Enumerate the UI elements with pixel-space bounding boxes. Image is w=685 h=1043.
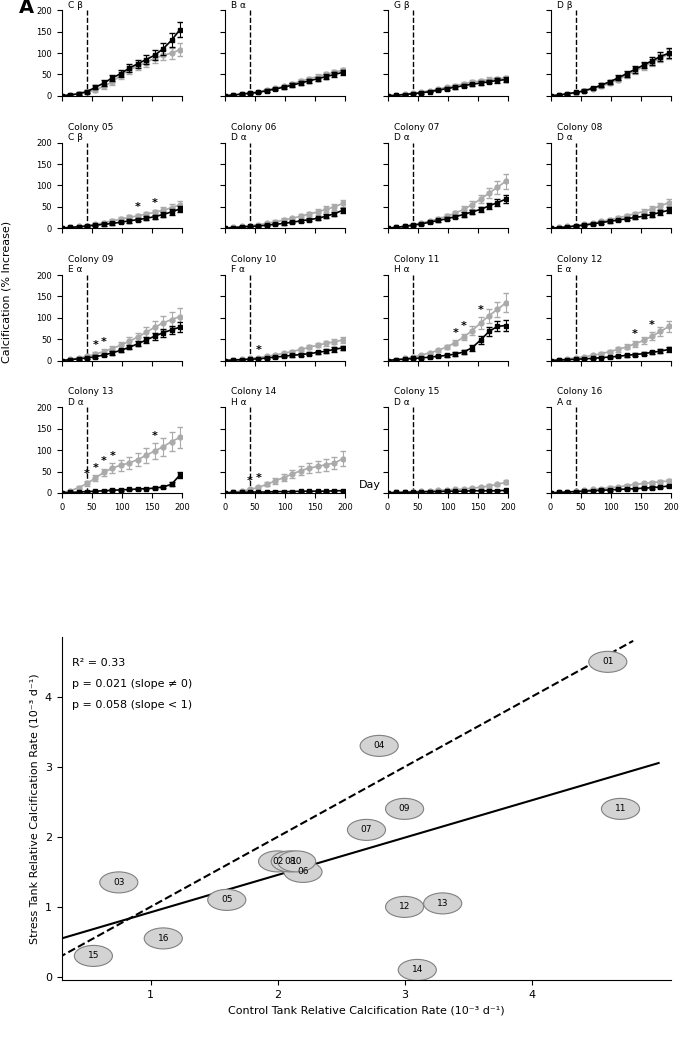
Text: p = 0.058 (slope < 1): p = 0.058 (slope < 1) [72,700,192,710]
Text: *: * [477,306,484,315]
Circle shape [277,851,316,872]
Circle shape [398,960,436,980]
Text: 10: 10 [291,857,302,866]
Text: Colony 05
C β: Colony 05 C β [68,123,113,142]
X-axis label: Control Tank Relative Calcification Rate (10⁻³ d⁻¹): Control Tank Relative Calcification Rate… [228,1005,505,1016]
Text: 11: 11 [614,804,626,814]
Circle shape [258,851,297,872]
Text: Colony 08
D α: Colony 08 D α [557,123,602,142]
Text: 08: 08 [284,857,296,866]
Circle shape [601,798,640,820]
Text: Colony 14
H α: Colony 14 H α [231,387,276,407]
Text: Colony 03
G β: Colony 03 G β [394,0,439,9]
Text: Colony 01
C β: Colony 01 C β [68,0,113,9]
Text: Calcification (% Increase): Calcification (% Increase) [2,221,12,363]
Text: 06: 06 [297,868,309,876]
Text: *: * [151,431,158,441]
Text: A: A [19,0,34,17]
Text: *: * [92,340,99,350]
Text: R² = 0.33: R² = 0.33 [72,658,125,669]
Text: 16: 16 [158,933,169,943]
Text: Colony 11
H α: Colony 11 H α [394,254,439,274]
Text: *: * [101,337,107,347]
Text: 15: 15 [88,951,99,961]
Text: p = 0.021 (slope ≠ 0): p = 0.021 (slope ≠ 0) [72,679,192,689]
Text: *: * [110,452,115,461]
Text: Colony 13
D α: Colony 13 D α [68,387,113,407]
Text: 13: 13 [437,899,449,907]
Text: Colony 15
D α: Colony 15 D α [394,387,439,407]
Circle shape [75,945,112,967]
Text: 07: 07 [361,825,372,834]
Text: *: * [256,344,262,355]
Text: *: * [649,320,655,330]
Text: Day: Day [359,480,381,490]
Text: Colony 09
E α: Colony 09 E α [68,254,113,274]
Circle shape [386,798,423,820]
Text: *: * [256,474,262,484]
Text: *: * [247,476,253,486]
Text: 09: 09 [399,804,410,814]
Circle shape [360,735,398,756]
Text: *: * [84,469,90,479]
Text: *: * [135,201,140,212]
Y-axis label: Stress Tank Relative Calcification Rate (10⁻³ d⁻¹): Stress Tank Relative Calcification Rate … [29,674,39,944]
Text: 05: 05 [221,895,232,904]
Circle shape [347,820,386,841]
Circle shape [271,851,310,872]
Text: 12: 12 [399,902,410,912]
Text: *: * [461,321,466,332]
Circle shape [145,928,182,949]
Text: 03: 03 [113,878,125,887]
Circle shape [208,890,246,911]
Text: *: * [92,463,99,472]
Text: Colony 10
F α: Colony 10 F α [231,254,276,274]
Text: Colony 02
B α: Colony 02 B α [231,0,276,9]
Text: *: * [151,198,158,208]
Text: Colony 04
D β: Colony 04 D β [557,0,602,9]
Text: Colony 06
D α: Colony 06 D α [231,123,276,142]
Text: 14: 14 [412,966,423,974]
Text: 01: 01 [602,657,614,666]
Circle shape [284,862,322,882]
Text: *: * [101,457,107,466]
Text: 04: 04 [373,742,385,750]
Text: *: * [452,328,458,338]
Text: 02: 02 [272,857,284,866]
Text: *: * [632,329,638,339]
Circle shape [423,893,462,914]
Circle shape [100,872,138,893]
Circle shape [588,651,627,673]
Text: Colony 07
D α: Colony 07 D α [394,123,439,142]
Circle shape [386,896,423,918]
Text: Colony 16
A α: Colony 16 A α [557,387,602,407]
Text: Colony 12
E α: Colony 12 E α [557,254,602,274]
